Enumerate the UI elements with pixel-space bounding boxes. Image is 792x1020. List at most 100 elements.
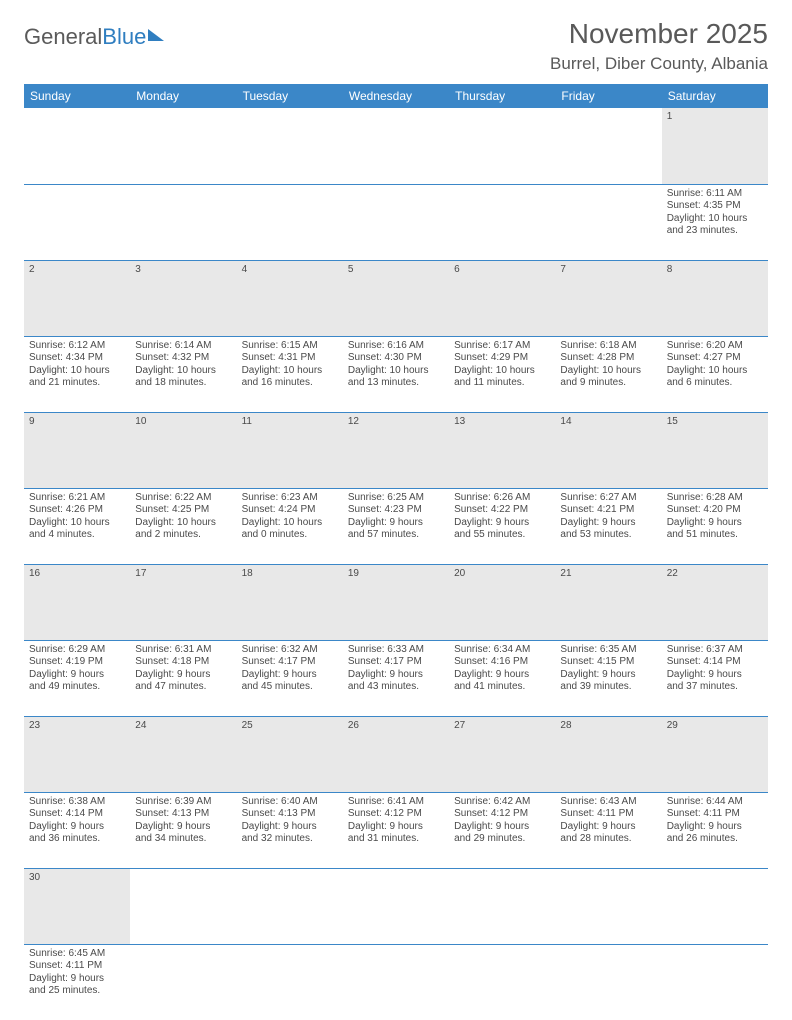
day-detail-cell: Sunrise: 6:31 AMSunset: 4:18 PMDaylight:… (130, 640, 236, 716)
daynum-row: 1 (24, 108, 768, 184)
day-detail-cell (555, 944, 661, 1020)
sunset-text: Sunset: 4:11 PM (667, 808, 763, 821)
daylight-text: Daylight: 9 hours (135, 821, 231, 834)
daylight-text: and 36 minutes. (29, 833, 125, 846)
sunrise-text: Sunrise: 6:16 AM (348, 340, 444, 353)
sunset-text: Sunset: 4:30 PM (348, 352, 444, 365)
daylight-text: and 32 minutes. (242, 833, 338, 846)
sunrise-text: Sunrise: 6:45 AM (29, 948, 125, 961)
sunrise-text: Sunrise: 6:42 AM (454, 796, 550, 809)
day-detail-cell: Sunrise: 6:26 AMSunset: 4:22 PMDaylight:… (449, 488, 555, 564)
daylight-text: Daylight: 9 hours (135, 669, 231, 682)
header: GeneralBlue November 2025 Burrel, Diber … (24, 18, 768, 74)
day-number-cell: 14 (555, 412, 661, 488)
daylight-text: Daylight: 9 hours (667, 669, 763, 682)
daylight-text: Daylight: 9 hours (454, 821, 550, 834)
location-text: Burrel, Diber County, Albania (550, 54, 768, 74)
weekday-header: Friday (555, 84, 661, 108)
day-detail-cell: Sunrise: 6:21 AMSunset: 4:26 PMDaylight:… (24, 488, 130, 564)
sunset-text: Sunset: 4:29 PM (454, 352, 550, 365)
sunrise-text: Sunrise: 6:23 AM (242, 492, 338, 505)
detail-row: Sunrise: 6:21 AMSunset: 4:26 PMDaylight:… (24, 488, 768, 564)
sunset-text: Sunset: 4:26 PM (29, 504, 125, 517)
day-detail-cell: Sunrise: 6:23 AMSunset: 4:24 PMDaylight:… (237, 488, 343, 564)
day-number-cell: 7 (555, 260, 661, 336)
daylight-text: and 16 minutes. (242, 377, 338, 390)
day-number-cell (555, 108, 661, 184)
daylight-text: and 55 minutes. (454, 529, 550, 542)
sunrise-text: Sunrise: 6:35 AM (560, 644, 656, 657)
day-detail-cell: Sunrise: 6:34 AMSunset: 4:16 PMDaylight:… (449, 640, 555, 716)
day-number-cell: 26 (343, 716, 449, 792)
daynum-row: 23242526272829 (24, 716, 768, 792)
sunset-text: Sunset: 4:14 PM (667, 656, 763, 669)
daylight-text: and 28 minutes. (560, 833, 656, 846)
daylight-text: and 2 minutes. (135, 529, 231, 542)
detail-row: Sunrise: 6:38 AMSunset: 4:14 PMDaylight:… (24, 792, 768, 868)
weekday-header: Sunday (24, 84, 130, 108)
daylight-text: and 43 minutes. (348, 681, 444, 694)
day-number-cell (449, 108, 555, 184)
sunrise-text: Sunrise: 6:12 AM (29, 340, 125, 353)
day-number-cell: 25 (237, 716, 343, 792)
sunrise-text: Sunrise: 6:14 AM (135, 340, 231, 353)
daylight-text: Daylight: 9 hours (348, 821, 444, 834)
sunrise-text: Sunrise: 6:43 AM (560, 796, 656, 809)
day-detail-cell (555, 184, 661, 260)
daylight-text: and 31 minutes. (348, 833, 444, 846)
weekday-header: Tuesday (237, 84, 343, 108)
daylight-text: Daylight: 10 hours (29, 517, 125, 530)
sunset-text: Sunset: 4:12 PM (348, 808, 444, 821)
daylight-text: Daylight: 9 hours (667, 517, 763, 530)
daylight-text: and 37 minutes. (667, 681, 763, 694)
day-detail-cell: Sunrise: 6:40 AMSunset: 4:13 PMDaylight:… (237, 792, 343, 868)
sunset-text: Sunset: 4:20 PM (667, 504, 763, 517)
daylight-text: and 49 minutes. (29, 681, 125, 694)
day-number-cell: 22 (662, 564, 768, 640)
day-detail-cell: Sunrise: 6:25 AMSunset: 4:23 PMDaylight:… (343, 488, 449, 564)
daylight-text: and 4 minutes. (29, 529, 125, 542)
day-detail-cell: Sunrise: 6:29 AMSunset: 4:19 PMDaylight:… (24, 640, 130, 716)
sunset-text: Sunset: 4:25 PM (135, 504, 231, 517)
daylight-text: Daylight: 9 hours (454, 669, 550, 682)
day-detail-cell: Sunrise: 6:15 AMSunset: 4:31 PMDaylight:… (237, 336, 343, 412)
day-detail-cell: Sunrise: 6:45 AMSunset: 4:11 PMDaylight:… (24, 944, 130, 1020)
sunset-text: Sunset: 4:21 PM (560, 504, 656, 517)
day-detail-cell: Sunrise: 6:35 AMSunset: 4:15 PMDaylight:… (555, 640, 661, 716)
daylight-text: Daylight: 9 hours (667, 821, 763, 834)
day-detail-cell: Sunrise: 6:12 AMSunset: 4:34 PMDaylight:… (24, 336, 130, 412)
day-number-cell (555, 868, 661, 944)
detail-row: Sunrise: 6:11 AMSunset: 4:35 PMDaylight:… (24, 184, 768, 260)
day-number-cell: 6 (449, 260, 555, 336)
weekday-header: Wednesday (343, 84, 449, 108)
day-detail-cell: Sunrise: 6:28 AMSunset: 4:20 PMDaylight:… (662, 488, 768, 564)
weekday-header-row: Sunday Monday Tuesday Wednesday Thursday… (24, 84, 768, 108)
day-number-cell: 21 (555, 564, 661, 640)
day-number-cell: 9 (24, 412, 130, 488)
sunset-text: Sunset: 4:24 PM (242, 504, 338, 517)
logo-text-2: Blue (102, 24, 146, 50)
day-number-cell: 19 (343, 564, 449, 640)
day-number-cell: 23 (24, 716, 130, 792)
day-number-cell (130, 108, 236, 184)
day-number-cell: 11 (237, 412, 343, 488)
day-number-cell (237, 868, 343, 944)
day-detail-cell (449, 944, 555, 1020)
daylight-text: Daylight: 9 hours (29, 821, 125, 834)
daylight-text: Daylight: 10 hours (667, 213, 763, 226)
daylight-text: Daylight: 10 hours (667, 365, 763, 378)
day-detail-cell: Sunrise: 6:39 AMSunset: 4:13 PMDaylight:… (130, 792, 236, 868)
sunrise-text: Sunrise: 6:34 AM (454, 644, 550, 657)
sunset-text: Sunset: 4:22 PM (454, 504, 550, 517)
daylight-text: and 11 minutes. (454, 377, 550, 390)
daylight-text: and 41 minutes. (454, 681, 550, 694)
page-title: November 2025 (550, 18, 768, 50)
sunrise-text: Sunrise: 6:39 AM (135, 796, 231, 809)
day-number-cell: 3 (130, 260, 236, 336)
day-detail-cell (237, 944, 343, 1020)
sunset-text: Sunset: 4:19 PM (29, 656, 125, 669)
sunset-text: Sunset: 4:31 PM (242, 352, 338, 365)
calendar-body: 1Sunrise: 6:11 AMSunset: 4:35 PMDaylight… (24, 108, 768, 1020)
day-number-cell (343, 868, 449, 944)
day-detail-cell (343, 944, 449, 1020)
